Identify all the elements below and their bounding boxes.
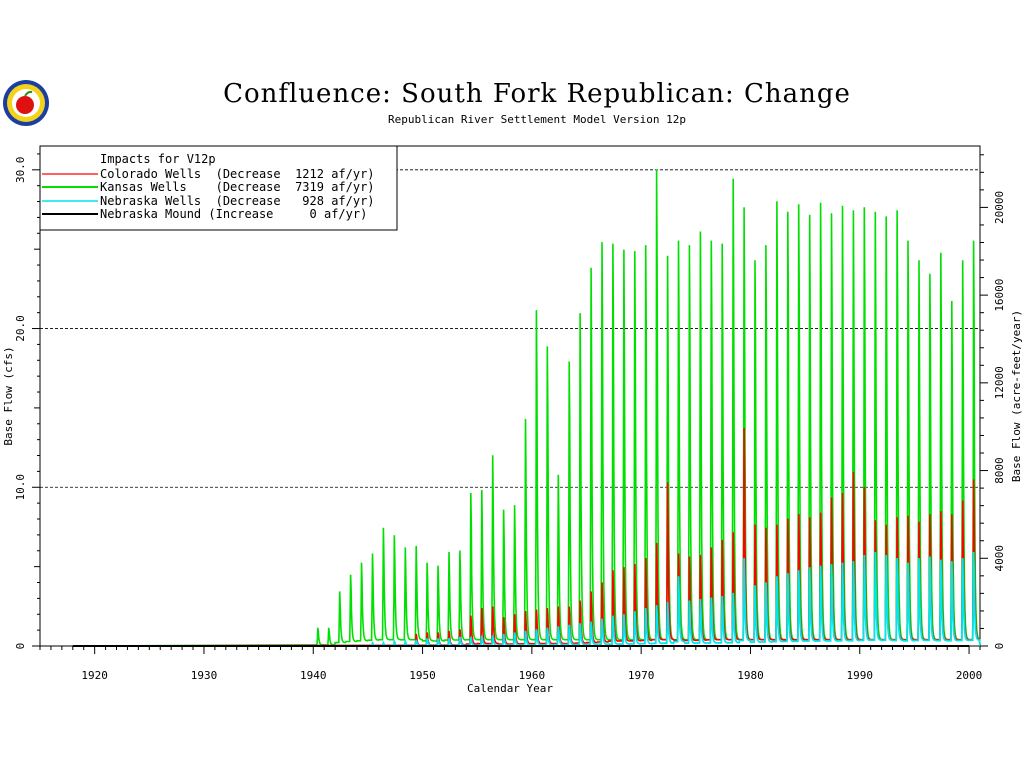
x-tick-label: 1980 — [737, 669, 764, 682]
x-axis-label: Calendar Year — [467, 682, 553, 695]
y2-tick-label: 0 — [993, 643, 1006, 650]
legend-header: Impacts for V12p — [100, 152, 216, 166]
legend-entry-kansas: Kansas Wells (Decrease 7319 af/yr) — [100, 180, 375, 194]
x-tick-label: 1920 — [81, 669, 108, 682]
y2-tick-label: 8000 — [993, 457, 1006, 484]
y-axis-ticks: 0 10.0 20.0 30.0 — [14, 153, 40, 650]
x-tick-label: 1930 — [191, 669, 218, 682]
y2-tick-label: 4000 — [993, 545, 1006, 572]
legend: Impacts for V12p Colorado Wells (Decreas… — [39, 145, 398, 231]
x-tick-label: 1940 — [300, 669, 327, 682]
y2-tick-label: 16000 — [993, 279, 1006, 312]
y-tick-label: 0 — [14, 643, 27, 650]
y2-axis-ticks: 0 4000 8000 12000 16000 20000 — [980, 154, 1006, 650]
x-tick-label: 1960 — [519, 669, 546, 682]
x-tick-label: 1950 — [409, 669, 436, 682]
y2-tick-label: 12000 — [993, 366, 1006, 399]
y-tick-label: 30.0 — [14, 157, 27, 184]
chart-subtitle: Republican River Settlement Model Versio… — [388, 113, 686, 126]
x-tick-label: 1970 — [628, 669, 655, 682]
legend-entry-nebraska-mound: Nebraska Mound (Increase 0 af/yr) — [100, 207, 367, 221]
y-tick-label: 20.0 — [14, 315, 27, 342]
chart-title: Confluence: South Fork Republican: Chang… — [223, 79, 851, 109]
y2-tick-label: 20000 — [993, 191, 1006, 224]
legend-entry-nebraska-wells: Nebraska Wells (Decrease 928 af/yr) — [100, 194, 375, 208]
legend-box — [39, 145, 398, 231]
state-seal-logo — [3, 80, 49, 126]
series-layer — [72, 169, 981, 647]
y-axis-label: Base Flow (cfs) — [2, 346, 15, 445]
legend-entry-colorado: Colorado Wells (Decrease 1212 af/yr) — [100, 167, 375, 181]
x-tick-label: 1990 — [847, 669, 874, 682]
x-tick-label: 2000 — [956, 669, 983, 682]
y2-axis-label: Base Flow (acre-feet/year) — [1010, 310, 1023, 482]
y-tick-label: 10.0 — [14, 474, 27, 501]
x-axis-ticks: 1920 1930 1940 1950 1960 1970 1980 1990 2000 — [39, 646, 983, 682]
